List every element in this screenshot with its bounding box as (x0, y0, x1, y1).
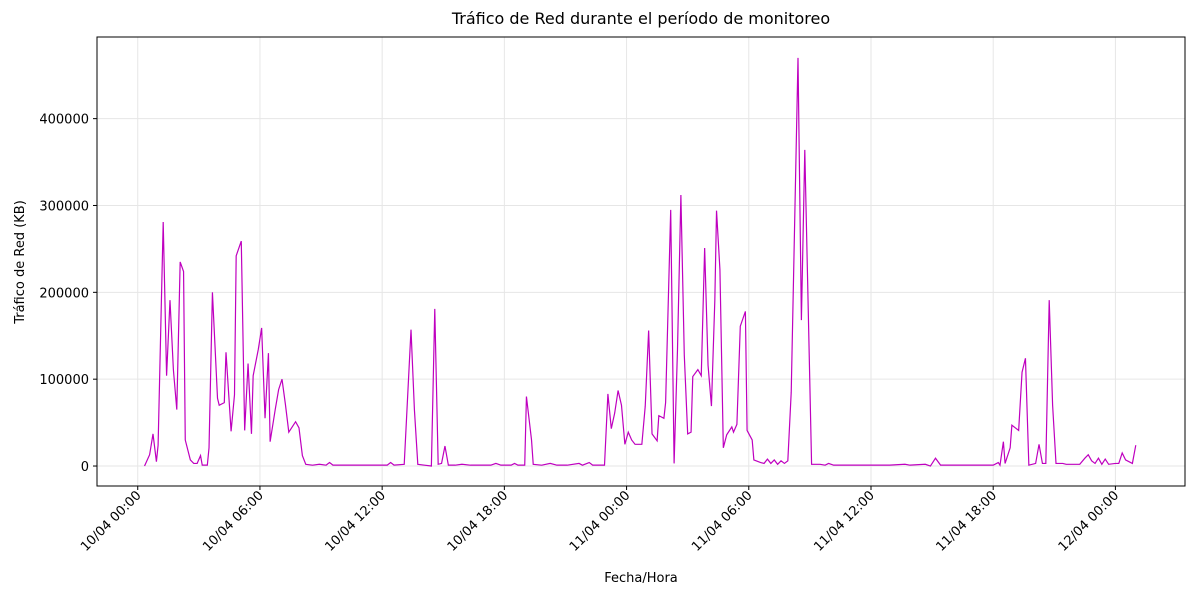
y-tick-label: 0 (81, 460, 89, 475)
x-tick-label: 11/04 00:00 (567, 488, 634, 555)
x-tick-label: 11/04 18:00 (934, 488, 1001, 555)
x-tick-label: 11/04 12:00 (811, 488, 878, 555)
x-tick-label: 11/04 06:00 (689, 488, 756, 555)
x-tick-label: 10/04 00:00 (78, 488, 145, 555)
x-tick-label: 10/04 18:00 (445, 488, 512, 555)
y-tick-label: 100000 (39, 373, 89, 388)
x-axis-label: Fecha/Hora (604, 571, 678, 586)
x-tick-label: 12/04 00:00 (1056, 488, 1123, 555)
x-tick-label: 10/04 12:00 (322, 488, 389, 555)
chart-title: Tráfico de Red durante el período de mon… (451, 9, 830, 28)
x-tick-label: 10/04 06:00 (200, 488, 267, 555)
y-tick-label: 200000 (39, 286, 89, 301)
y-tick-label: 300000 (39, 199, 89, 214)
y-tick-label: 400000 (39, 113, 89, 128)
y-axis-label: Tráfico de Red (KB) (13, 200, 28, 325)
data-line (143, 57, 1137, 467)
plot-frame (96, 36, 1186, 487)
